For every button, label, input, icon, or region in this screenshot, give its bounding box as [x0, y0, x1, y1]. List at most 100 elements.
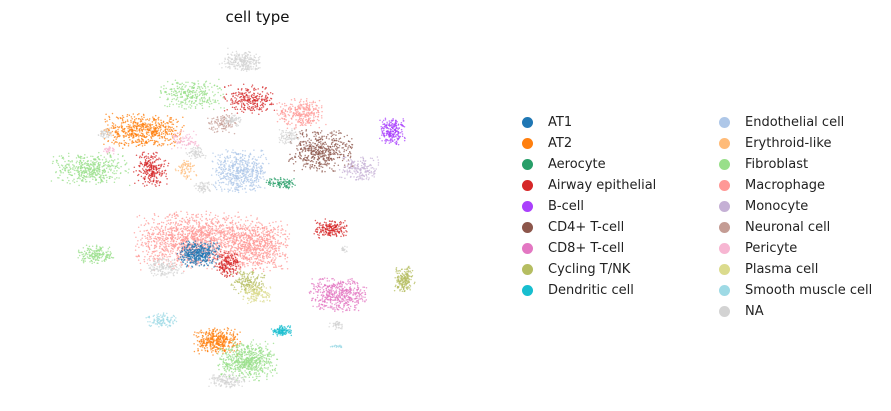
data-point: [252, 99, 255, 101]
data-point: [318, 237, 321, 239]
data-point: [211, 123, 213, 125]
data-point: [343, 164, 346, 166]
data-point: [221, 117, 224, 119]
data-point: [130, 121, 132, 123]
data-point: [315, 161, 318, 163]
data-point: [318, 165, 320, 168]
data-point: [348, 144, 350, 147]
data-point: [205, 92, 207, 95]
data-point: [173, 97, 175, 100]
data-point: [161, 170, 164, 172]
data-point: [207, 86, 209, 88]
data-point: [185, 137, 187, 139]
data-point: [164, 104, 166, 107]
data-point: [178, 103, 180, 106]
data-point: [141, 129, 144, 131]
data-point: [244, 51, 247, 54]
data-point: [86, 173, 89, 175]
data-point: [220, 119, 223, 121]
data-point: [209, 100, 212, 103]
data-point: [151, 173, 153, 176]
data-point: [284, 140, 287, 142]
data-point: [232, 182, 234, 184]
data-point: [135, 154, 138, 156]
data-point: [135, 145, 138, 148]
data-point: [211, 91, 214, 93]
data-point: [338, 132, 340, 135]
data-point: [66, 176, 69, 179]
data-point: [244, 150, 246, 152]
data-point: [331, 153, 333, 155]
data-point: [353, 165, 355, 167]
data-point: [365, 177, 368, 180]
data-point: [221, 127, 223, 130]
data-point: [394, 125, 396, 127]
data-point: [228, 189, 230, 191]
data-point: [210, 174, 213, 176]
data-point: [212, 108, 215, 111]
data-point: [245, 173, 247, 176]
data-point: [399, 131, 402, 134]
data-point: [234, 58, 237, 60]
data-point: [383, 123, 385, 126]
data-point: [304, 159, 306, 161]
data-point: [147, 160, 150, 163]
data-point: [95, 161, 97, 164]
data-point: [145, 164, 148, 166]
data-point: [260, 108, 262, 111]
data-point: [236, 112, 239, 114]
data-point: [135, 169, 137, 172]
data-point: [338, 168, 341, 171]
data-point: [76, 160, 78, 162]
data-point: [195, 134, 197, 136]
data-point: [89, 168, 92, 170]
data-point: [148, 128, 151, 131]
data-point: [75, 161, 78, 164]
data-point: [298, 104, 300, 107]
data-point: [66, 166, 68, 169]
data-point: [318, 99, 321, 102]
data-point: [320, 156, 322, 158]
data-point: [387, 124, 390, 127]
data-point: [80, 171, 83, 173]
data-point: [285, 139, 288, 141]
data-point: [205, 154, 207, 157]
data-point: [230, 63, 233, 66]
data-point: [265, 157, 267, 159]
data-point: [295, 123, 297, 126]
data-point: [184, 175, 186, 178]
data-point: [299, 113, 301, 116]
data-point: [241, 59, 244, 61]
data-point: [201, 91, 204, 94]
data-point: [201, 90, 203, 92]
data-point: [395, 124, 398, 127]
data-point: [333, 151, 335, 154]
data-point: [235, 55, 238, 57]
data-point: [124, 170, 126, 172]
data-point: [257, 156, 260, 158]
data-point: [237, 93, 240, 96]
data-point: [218, 160, 221, 162]
data-point: [155, 140, 157, 143]
data-point: [245, 68, 248, 71]
data-point: [196, 154, 198, 156]
data-point: [173, 87, 175, 90]
data-point: [143, 170, 146, 172]
data-point: [284, 109, 286, 111]
data-point: [280, 137, 283, 140]
data-point: [224, 57, 226, 59]
data-point: [87, 160, 90, 162]
data-point: [269, 184, 271, 186]
data-point: [334, 148, 337, 150]
data-point: [370, 170, 373, 173]
data-point: [216, 131, 218, 133]
data-point: [116, 164, 118, 166]
data-point: [174, 129, 176, 132]
data-point: [344, 177, 346, 179]
data-point: [193, 154, 196, 157]
data-point: [337, 227, 339, 229]
data-point: [333, 150, 336, 152]
data-point: [303, 163, 305, 166]
data-point: [311, 153, 313, 155]
data-point: [150, 124, 152, 126]
